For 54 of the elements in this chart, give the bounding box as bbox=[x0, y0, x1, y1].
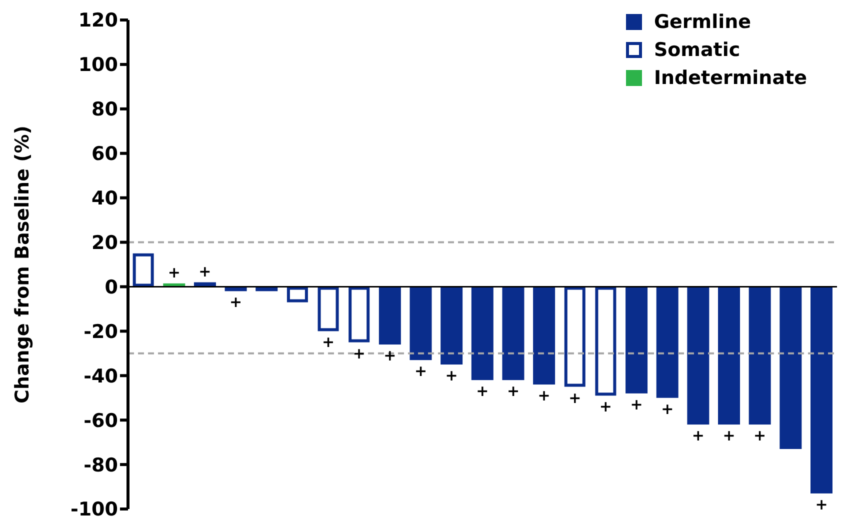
bar bbox=[440, 286, 463, 365]
y-tick-label: 40 bbox=[92, 188, 118, 210]
y-tick-label: 20 bbox=[92, 232, 118, 254]
text: + bbox=[198, 262, 212, 280]
text: + bbox=[384, 346, 396, 365]
bar bbox=[780, 286, 802, 449]
text: + bbox=[754, 426, 766, 445]
bar bbox=[656, 286, 678, 398]
y-tick-label: -20 bbox=[84, 320, 118, 343]
text: + bbox=[599, 398, 612, 416]
y-tick-label: -60 bbox=[84, 410, 118, 432]
text: + bbox=[661, 400, 674, 418]
bar bbox=[286, 286, 308, 302]
bar bbox=[564, 286, 586, 387]
y-tick-label: 0 bbox=[104, 276, 118, 298]
bar bbox=[687, 286, 710, 425]
text: + bbox=[815, 495, 828, 514]
text: + bbox=[568, 388, 582, 407]
legend-label: Germline bbox=[654, 11, 752, 33]
bar bbox=[378, 286, 401, 345]
bar bbox=[132, 253, 154, 287]
y-tick-label: 100 bbox=[78, 54, 118, 76]
y-tick-label: 80 bbox=[92, 98, 118, 121]
text: + bbox=[538, 386, 550, 405]
y-tick-label: -100 bbox=[70, 498, 118, 521]
bar bbox=[348, 286, 370, 342]
text: + bbox=[414, 362, 428, 380]
text: + bbox=[322, 333, 335, 352]
y-axis-title: Change from Baseline (%) bbox=[12, 126, 34, 404]
text: + bbox=[445, 366, 458, 385]
text: + bbox=[692, 426, 704, 445]
bar bbox=[595, 286, 616, 396]
bar bbox=[748, 286, 771, 425]
bar bbox=[318, 286, 339, 332]
bar bbox=[502, 286, 524, 380]
text: + bbox=[506, 382, 520, 400]
text: + bbox=[476, 382, 489, 400]
y-tick-label: -80 bbox=[84, 454, 118, 476]
y-tick-label: 120 bbox=[78, 10, 118, 32]
bar bbox=[810, 286, 832, 494]
bar bbox=[533, 286, 556, 385]
text: + bbox=[722, 426, 736, 445]
bar bbox=[471, 286, 494, 380]
legend-label: Indeterminate bbox=[654, 67, 807, 89]
y-tick-label: 60 bbox=[92, 143, 118, 166]
text: + bbox=[630, 395, 643, 414]
text: + bbox=[352, 344, 366, 362]
bar bbox=[410, 286, 432, 360]
bar bbox=[718, 286, 740, 425]
legend-label: Somatic bbox=[654, 39, 740, 61]
text: + bbox=[168, 263, 180, 282]
text: + bbox=[230, 293, 242, 312]
y-tick-label: -40 bbox=[84, 365, 118, 388]
bar bbox=[626, 286, 648, 394]
